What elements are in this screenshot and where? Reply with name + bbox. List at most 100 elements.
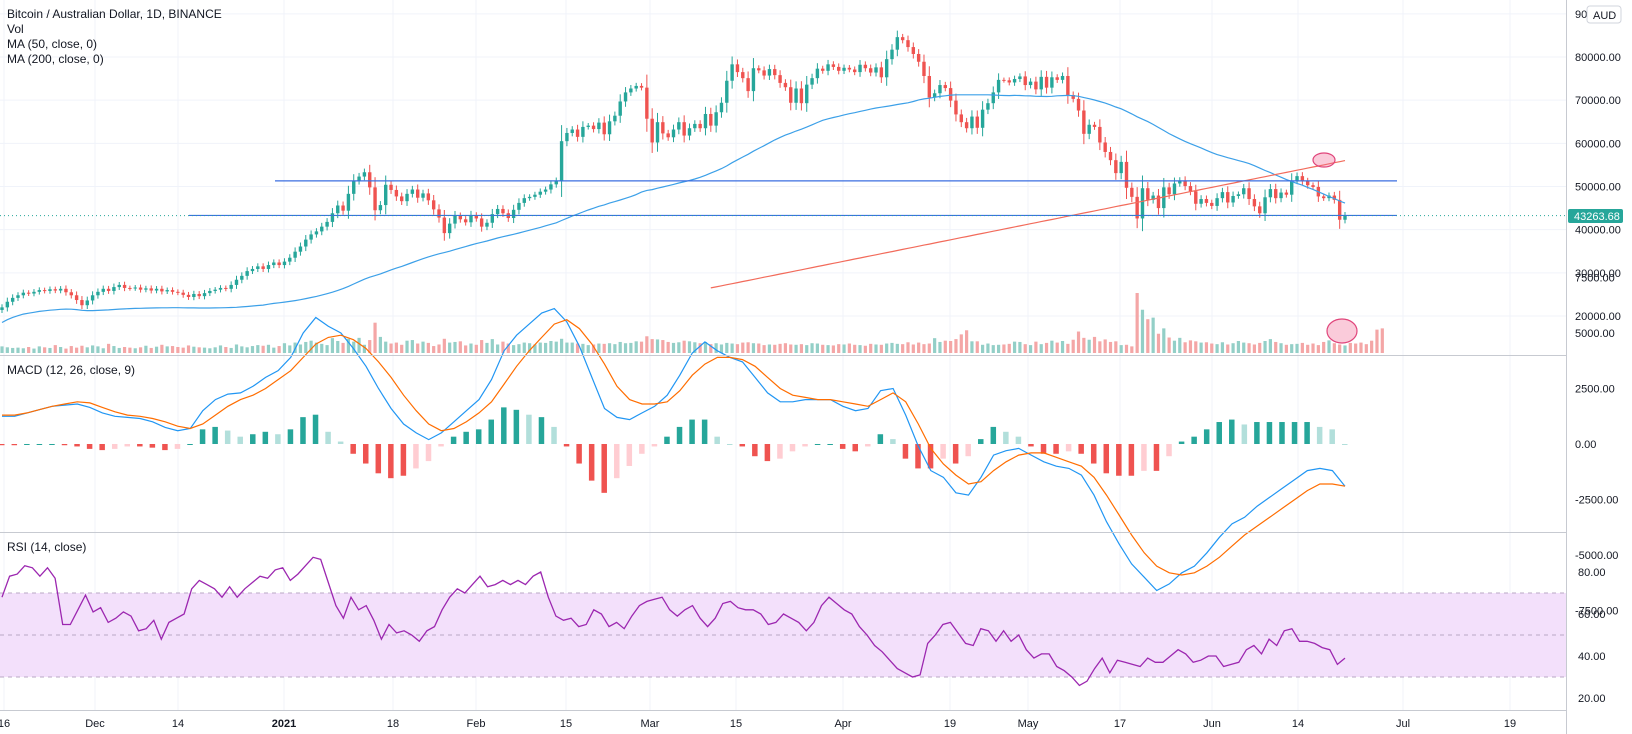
time-tick-label: 17 — [1114, 718, 1126, 730]
volume-bar — [1263, 341, 1267, 353]
candle-body — [916, 53, 921, 62]
candle-body — [1082, 110, 1086, 134]
indicator-label-ma200[interactable]: MA (200, close, 0) — [7, 52, 104, 66]
volume-bar — [208, 348, 212, 353]
candle-body — [661, 122, 665, 134]
volume-bar — [138, 347, 143, 353]
macd-histogram-bar — [526, 414, 532, 444]
rsi-axis[interactable]: 80.00 60.00 40.00 20.00 — [1578, 567, 1606, 705]
volume-bar — [714, 343, 718, 353]
volume-bar — [1130, 346, 1134, 353]
volume-bar — [1162, 328, 1166, 353]
macd-pane[interactable] — [0, 307, 1348, 592]
rsi-legend[interactable]: RSI (14, close) — [7, 540, 86, 554]
candle-body — [1204, 199, 1209, 203]
macd-histogram-bar — [36, 444, 43, 445]
macd-histogram-bar — [111, 444, 118, 449]
time-tick-label: 2021 — [272, 718, 296, 730]
volume-bar — [458, 341, 462, 353]
macd-legend[interactable]: MACD (12, 26, close, 9) — [7, 363, 135, 377]
rsi-pane[interactable] — [0, 556, 1566, 687]
volume-bar — [917, 342, 921, 353]
volume-bar — [357, 337, 361, 353]
indicator-label-ma50[interactable]: MA (50, close, 0) — [7, 37, 97, 51]
ma50-line — [1, 94, 1346, 324]
volume-bar — [645, 336, 649, 353]
volume-bar — [170, 346, 175, 353]
macd-histogram-bar — [852, 444, 858, 452]
macd-histogram-bar — [563, 444, 570, 447]
volume-bar — [272, 347, 276, 353]
macd-histogram-bar — [902, 444, 909, 459]
volume-bar — [853, 344, 857, 353]
volume-bar — [1114, 341, 1118, 353]
macd-histogram-bar — [1028, 444, 1034, 447]
currency-button[interactable]: AUD — [1586, 5, 1622, 24]
candle-body — [186, 294, 191, 298]
volume-bar — [757, 343, 761, 353]
volume-bar — [448, 342, 452, 353]
candle-body — [400, 196, 404, 202]
volume-bars — [0, 293, 1384, 353]
crossover-highlight[interactable] — [1312, 152, 1336, 168]
candle-body — [501, 208, 505, 214]
volume-bar — [394, 342, 398, 353]
macd-histogram-bar — [664, 436, 670, 444]
macd-histogram-bar — [802, 444, 808, 447]
candle-body — [1199, 199, 1203, 204]
volume-bar — [1156, 333, 1161, 353]
volume-bar — [906, 342, 910, 353]
volume-spike-highlight[interactable] — [1326, 318, 1358, 344]
candle-body — [272, 262, 276, 266]
candle-body — [1295, 176, 1299, 181]
macd-histogram-bar — [0, 444, 5, 446]
candle-body — [1178, 180, 1182, 184]
macd-histogram-bar — [187, 444, 193, 445]
candle-body — [389, 184, 393, 190]
candle-body — [437, 209, 441, 218]
candle-body — [415, 189, 420, 198]
volume-bar — [373, 322, 377, 353]
macd-histogram-bar — [789, 444, 796, 452]
volume-bar — [464, 345, 468, 353]
time-axis[interactable]: 16 Dec 14 2021 18 Feb 15 Mar 15 Apr 19 May 17 Jun 14 Ju… — [0, 718, 1516, 730]
volume-bar — [1098, 341, 1102, 353]
chart-title[interactable]: Bitcoin / Australian Dollar, 1D, BINANCE — [7, 7, 222, 21]
candle-body — [53, 289, 57, 291]
candle-body — [1066, 75, 1070, 95]
volume-bar — [1359, 342, 1363, 353]
macd-histogram-bar — [952, 444, 959, 464]
volume-bar — [474, 344, 478, 353]
candle-body — [1242, 188, 1246, 195]
macd-histogram-bar — [915, 444, 921, 469]
candle-body — [378, 205, 383, 211]
candle-body — [170, 290, 175, 292]
candle-body — [666, 133, 670, 138]
candle-body — [932, 93, 937, 98]
candle-body — [719, 102, 724, 113]
rsi-tick-label: 60.00 — [1578, 609, 1606, 621]
volume-bar — [1252, 344, 1257, 353]
candle-body — [1119, 161, 1123, 174]
indicator-label-volume[interactable]: Vol — [7, 22, 24, 36]
candle-body — [1103, 142, 1107, 152]
volume-bar — [1327, 340, 1331, 353]
volume-bar — [133, 348, 137, 353]
macd-histogram-bar — [350, 444, 356, 454]
volume-bar — [5, 347, 9, 353]
macd-axis[interactable]: 7500.00 5000.00 2500.00 0.00 -2500.00 -5000.0… — [1575, 273, 1618, 618]
volume-bar — [389, 343, 393, 353]
candle-body — [176, 291, 180, 293]
volume-bar — [266, 344, 271, 353]
candle-body — [938, 85, 942, 94]
candle-body — [821, 68, 825, 71]
candle-body — [362, 172, 367, 177]
candle-body — [1028, 81, 1033, 86]
candle-body — [847, 67, 852, 70]
candle-body — [250, 268, 255, 272]
volume-bar — [1231, 343, 1235, 353]
price-pane[interactable] — [0, 30, 1566, 353]
candle-body — [554, 180, 558, 185]
macd-histogram-bar — [1065, 444, 1072, 452]
